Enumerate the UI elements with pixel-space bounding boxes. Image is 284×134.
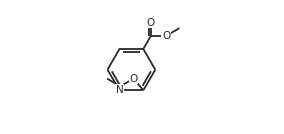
Text: O: O (130, 74, 138, 84)
Text: N: N (116, 85, 123, 95)
Text: O: O (147, 18, 155, 27)
Text: O: O (162, 31, 170, 41)
